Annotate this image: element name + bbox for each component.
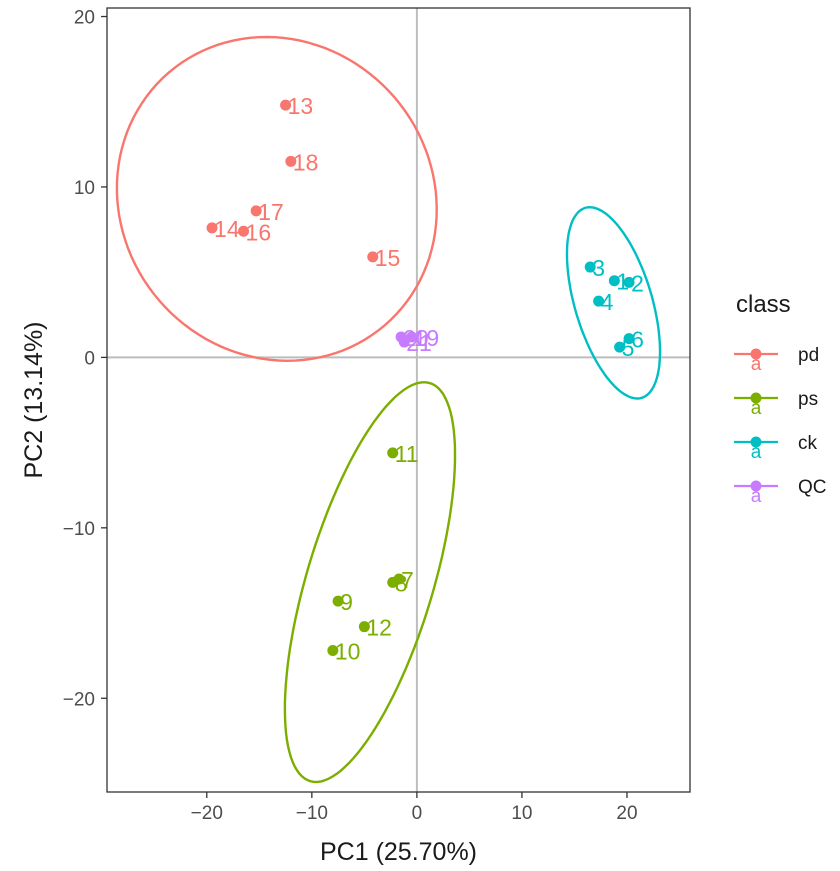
- point-label-5: 5: [622, 335, 635, 361]
- point-label-16: 16: [246, 219, 272, 245]
- point-ps-12: [358, 621, 370, 633]
- plot-border: [106, 7, 691, 793]
- legend-label-ps: ps: [798, 389, 818, 410]
- y-tick-label: −20: [63, 689, 95, 710]
- point-label-7: 7: [401, 567, 414, 593]
- legend-key-glyph-QC: a: [751, 486, 762, 507]
- x-tick-label: −20: [191, 803, 223, 824]
- point-label-1: 1: [616, 269, 629, 295]
- legend-title: class: [736, 291, 791, 318]
- point-ck-1: [608, 275, 620, 287]
- point-ck-3: [584, 261, 596, 273]
- point-ps-9: [332, 595, 344, 607]
- point-label-17: 17: [258, 199, 284, 225]
- x-tick-label: 0: [412, 803, 423, 824]
- point-pd-18: [285, 155, 297, 167]
- point-label-11: 11: [395, 441, 419, 467]
- ellipse-ck: [565, 205, 662, 400]
- point-pd-14: [206, 222, 218, 234]
- point-ck-5: [614, 341, 626, 353]
- point-label-13: 13: [288, 93, 314, 119]
- point-pd-16: [238, 225, 250, 237]
- legend-key-point-QC: [750, 480, 762, 492]
- y-tick-label: 20: [74, 8, 95, 29]
- y-axis-title: PC2 (13.14%): [20, 321, 48, 478]
- ellipse-pd: [115, 35, 438, 363]
- point-label-6: 6: [631, 327, 644, 353]
- legend-label-ck: ck: [798, 433, 818, 454]
- point-ps-7: [393, 573, 405, 585]
- point-label-4: 4: [601, 289, 614, 315]
- point-pd-13: [280, 99, 292, 111]
- point-ps-11: [387, 447, 399, 459]
- legend-key-glyph-ps: a: [751, 398, 762, 419]
- point-label-10: 10: [335, 639, 361, 665]
- x-tick-label: 10: [511, 803, 532, 824]
- point-QC-21: [398, 336, 410, 348]
- point-label-9: 9: [340, 589, 353, 615]
- point-label-8: 8: [395, 570, 408, 596]
- point-label-19: 19: [414, 325, 440, 351]
- legend-label-pd: pd: [798, 345, 819, 366]
- point-label-20: 20: [403, 325, 429, 351]
- point-ck-6: [623, 333, 635, 345]
- plot-panel: [107, 8, 690, 792]
- x-axis-title: PC1 (25.70%): [320, 838, 477, 866]
- y-tick-label: 10: [74, 178, 95, 199]
- legend-key-glyph-pd: a: [751, 354, 762, 375]
- point-pd-17: [250, 205, 262, 217]
- legend-key-point-pd: [750, 348, 762, 360]
- point-label-12: 12: [366, 615, 392, 641]
- legend-key-point-ck: [750, 436, 762, 448]
- legend-key-point-ps: [750, 392, 762, 404]
- point-ck-2: [623, 276, 635, 288]
- legend-label-QC: QC: [798, 477, 827, 498]
- point-label-2: 2: [631, 270, 644, 296]
- x-tick-label: −10: [296, 803, 328, 824]
- point-label-15: 15: [375, 245, 401, 271]
- y-tick-label: 0: [84, 348, 95, 369]
- legend-key-glyph-ck: a: [751, 442, 762, 463]
- point-label-14: 14: [214, 216, 240, 242]
- point-ps-10: [327, 645, 339, 657]
- y-tick-label: −10: [63, 519, 95, 540]
- point-label-18: 18: [293, 149, 319, 175]
- point-label-21: 21: [406, 330, 432, 356]
- point-label-3: 3: [592, 255, 605, 281]
- ellipse-ps: [283, 381, 457, 784]
- point-pd-15: [367, 251, 379, 263]
- x-tick-label: 20: [616, 803, 637, 824]
- point-ck-4: [593, 295, 605, 307]
